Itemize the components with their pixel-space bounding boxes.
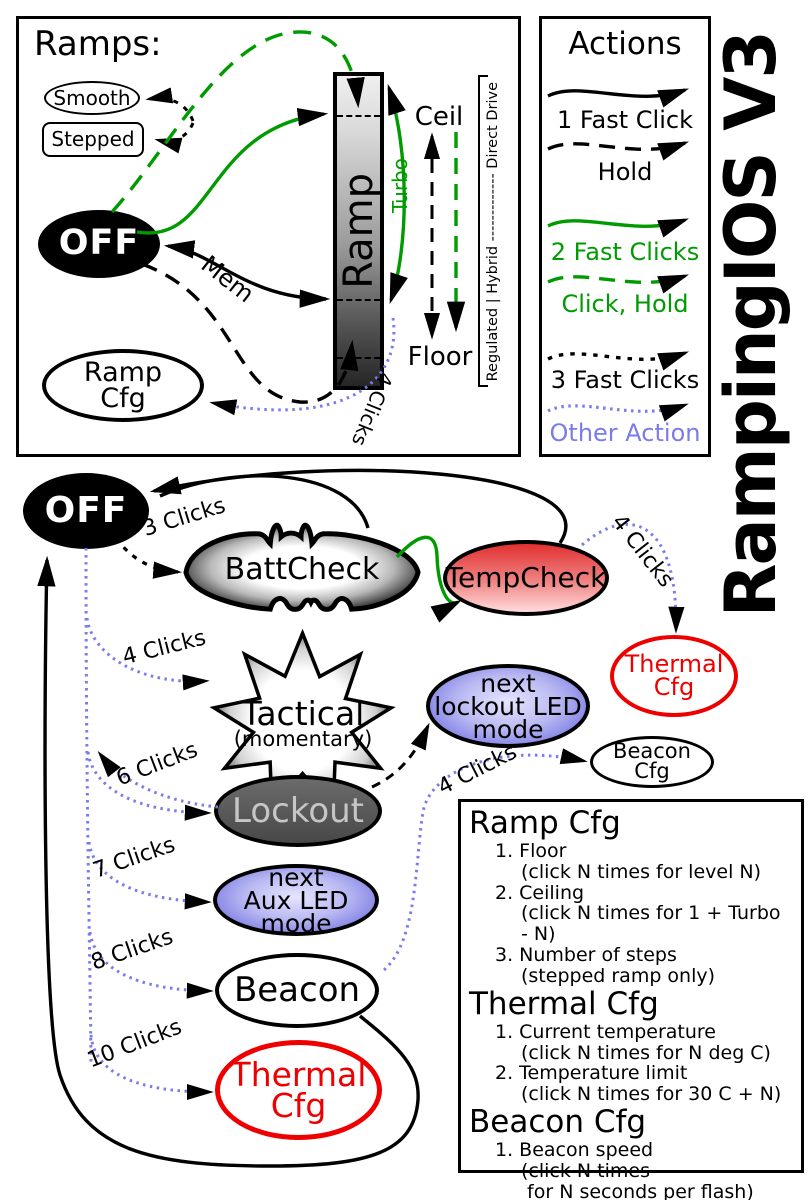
info-line: (click N times [521,1159,650,1182]
config-info-box: Ramp Cfg 1. Floor (click N times for lev… [458,799,804,1200]
lockout-node: Lockout [214,775,382,847]
edge-label-7-clicks: 7 Clicks [90,832,179,884]
next-lockout-line2: lockout LED [434,691,582,721]
next-lockout-line3: mode [472,714,544,744]
ramp-cfg-line1: Ramp [83,356,163,388]
info-line: (stepped ramp only) [521,965,716,988]
legend-3-fast-clicks: 3 Fast Clicks [550,366,700,394]
edge-label-6-clicks: 6 Clicks [113,737,202,792]
ramp-bar-label: Ramp [335,173,382,289]
info-line: 1. Floor [495,839,567,862]
beacon-cfg-line2: Cfg [634,759,670,783]
info-line: 2. Temperature limit [495,1062,688,1085]
battcheck-label: BattCheck [224,551,380,587]
info-line: (click N times for N deg C) [521,1041,771,1064]
info-line: (click N times for 1 + Turbo - N) [521,902,787,946]
beacon-cfg-node: Beacon Cfg [590,736,714,788]
regulation-axis-label: Regulated | Hybrid ------------- Direct … [485,82,501,382]
legend-hold: Hold [597,158,653,186]
info-line: for N seconds per flash) [521,1180,754,1200]
thermal-cfg-right-line1: Thermal [624,650,724,679]
legend-click-hold: Click, Hold [561,290,689,318]
info-beacon-cfg-heading: Beacon Cfg [469,1104,647,1141]
smooth-node: Smooth [44,81,140,115]
actions-title: Actions [568,26,682,62]
ramp-floor-line [337,357,380,359]
turbo-label: Turbo [388,158,412,214]
off-node-main: OFF [23,473,149,549]
edge-off-3clicks-battcheck [114,537,183,579]
info-line: 3. Number of steps [495,944,677,967]
off-main-label: OFF [44,489,128,531]
next-aux-led-node: next Aux LED mode [213,864,379,936]
ramps-box-title: Ramps: [34,24,162,64]
ramp-cfg-node: Ramp Cfg [42,349,204,422]
floor-label: Floor [407,342,473,372]
ramp-bar: Ramp [333,72,384,390]
legend-other-action: Other Action [549,419,701,447]
ceil-label: Ceil [414,102,464,132]
tempcheck-label: TempCheck [445,560,607,594]
ramp-cfg-line2: Cfg [100,382,146,414]
tactical-line2: (momentary) [233,726,373,751]
info-line: 1. Current temperature [495,1020,716,1043]
lockout-label: Lockout [232,790,364,831]
stepped-node: Stepped [42,122,144,157]
legend-1-fast-click: 1 Fast Click [557,106,693,134]
off-dotted-trunk [84,547,93,1063]
info-ramp-cfg-heading: Ramp Cfg [469,805,621,841]
smooth-label: Smooth [53,85,131,110]
off-node-ramps: OFF [38,210,160,278]
legend-2-fast-clicks: 2 Fast Clicks [550,238,700,266]
thermal-cfg-right-line2: Cfg [653,673,695,701]
beacon-node: Beacon [215,953,379,1028]
info-line: (click N times for level N) [521,860,762,883]
tempcheck-node: TempCheck [443,540,609,616]
info-line: 1. Beacon speed [495,1138,654,1161]
beacon-cfg-line1: Beacon [613,739,691,764]
edge-label-10-clicks: 10 Clicks [84,1014,186,1074]
thermal-cfg-bottom-node: Thermal Cfg [215,1040,382,1140]
next-aux-line3: mode [260,908,332,938]
edge-label-4-clicks-beacon: 4 Clicks [434,739,521,801]
info-line: 2. Ceiling [495,881,585,904]
info-line: (click N times for 30 C + N) [521,1083,782,1106]
edge-label-8-clicks: 8 Clicks [88,924,177,976]
battcheck-node: BattCheck [178,512,426,628]
info-thermal-cfg-heading: Thermal Cfg [469,985,659,1022]
next-lockout-line1: next [480,668,536,698]
edge-label-4-clicks-thermal: 4 Clicks [606,510,679,593]
ramp-mem-line [337,299,380,301]
stepped-label: Stepped [51,127,135,151]
thermal-cfg-right-node: Thermal Cfg [610,635,738,717]
page-title: RampingIOS V3 [710,32,792,618]
beacon-label: Beacon [233,970,361,1011]
off-label: OFF [58,223,140,264]
tactical-line1: Tactical [241,694,365,734]
edge-label-4-clicks-tactical: 4 Clicks [120,625,209,671]
next-lockout-led-node: next lockout LED mode [426,664,590,748]
ramp-ceiling-line [337,115,380,117]
thermal-cfg-bottom-line2: Cfg [270,1086,327,1125]
